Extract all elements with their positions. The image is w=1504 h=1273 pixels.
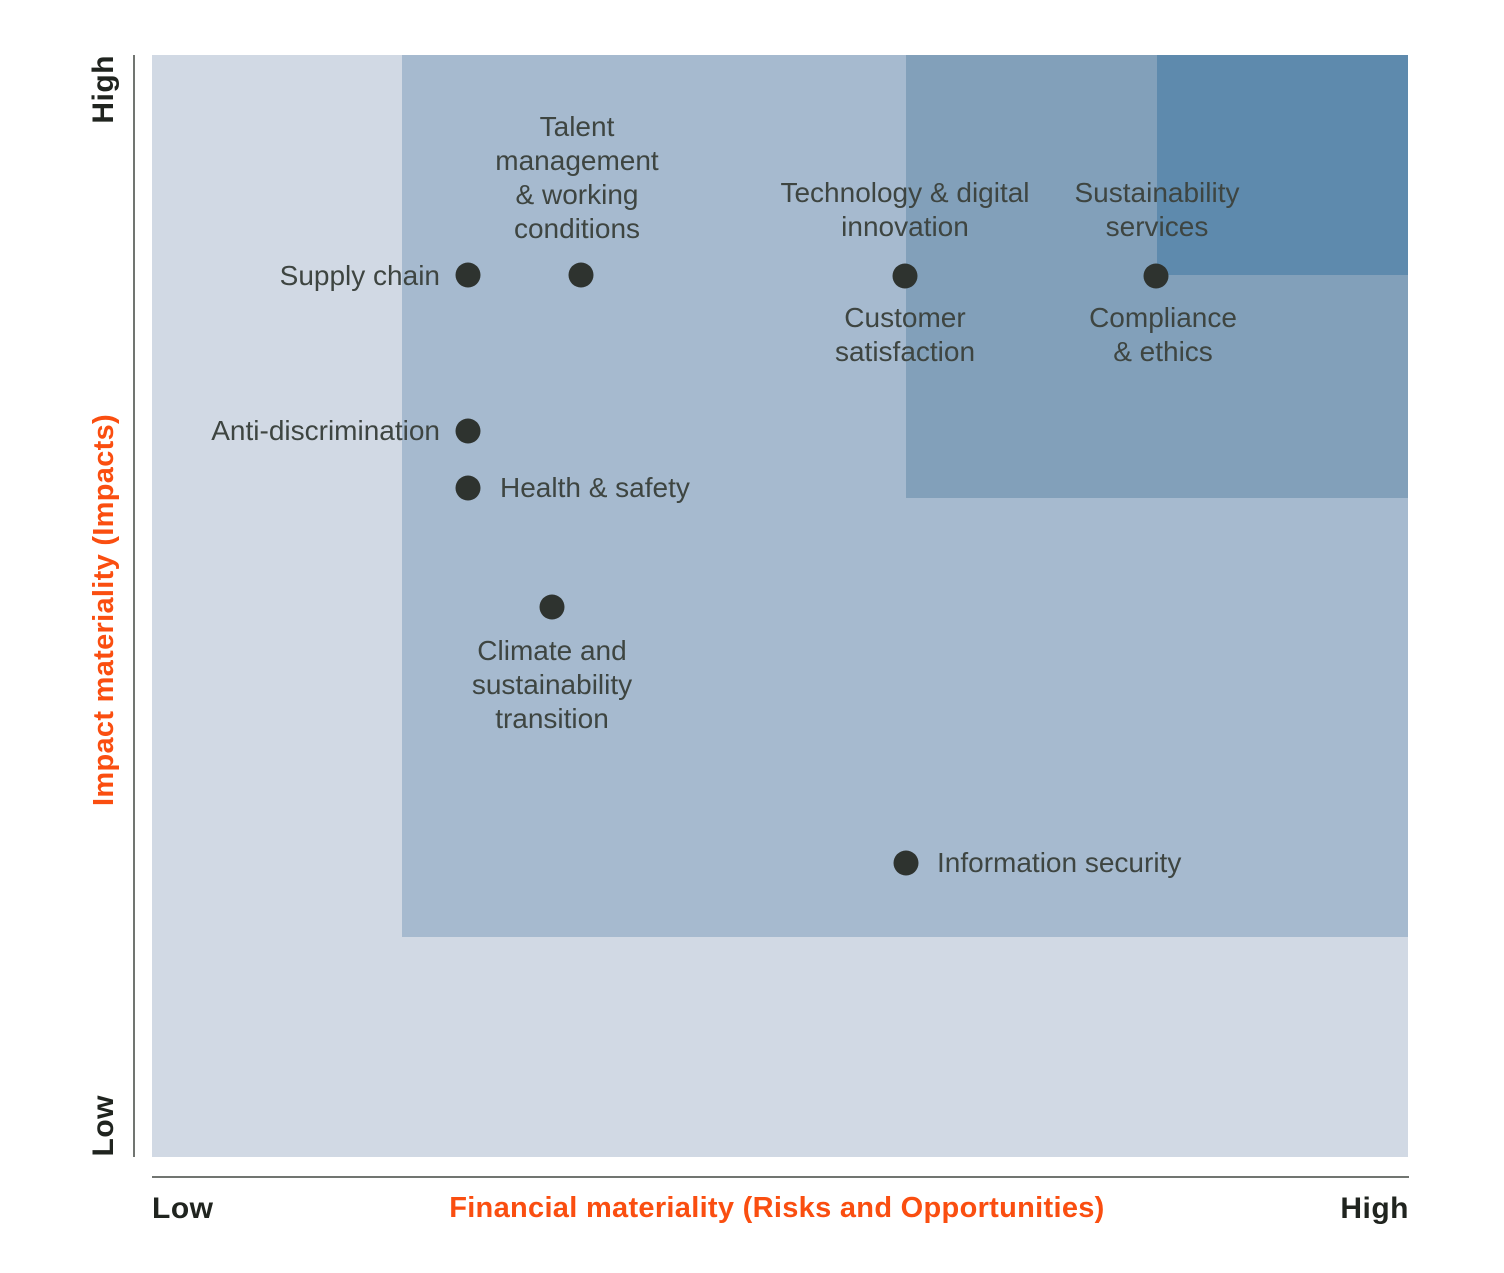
zone-highest [1157, 55, 1408, 275]
point-information-security [893, 850, 919, 876]
point-label-health-safety: Health & safety [500, 472, 690, 503]
y-axis-line [133, 55, 135, 1157]
x-axis: Low Financial materiality (Risks and Opp… [152, 1192, 1409, 1226]
point-label-compliance-ethics: Compliance & ethics [1089, 302, 1237, 367]
y-axis-tick-high: High [87, 55, 120, 124]
point-label-technology-digital-innovation: Technology & digital innovation [780, 177, 1030, 242]
point-label-climate-transition: Climate and sustainability transition [471, 635, 633, 734]
point-label-sustainability-services: Sustainability services [1074, 177, 1240, 242]
point-label-customer-satisfaction: Customer satisfaction [834, 302, 976, 367]
point-label-talent-management: Talent management & working conditions [495, 111, 659, 244]
point-health-safety [455, 475, 481, 501]
point-talent-management [568, 262, 594, 288]
y-axis: High Impact materiality (Impacts) Low [78, 55, 130, 1157]
point-technology-digital-innovation [892, 263, 918, 289]
point-anti-discrimination [455, 418, 481, 444]
point-sustainability-services [1143, 263, 1169, 289]
point-label-supply-chain: Supply chain [279, 260, 440, 291]
y-axis-tick-low: Low [87, 1095, 120, 1157]
point-supply-chain [455, 262, 481, 288]
point-label-information-security: Information security [937, 847, 1182, 878]
point-label-anti-discrimination: Anti-discrimination [211, 415, 440, 446]
x-axis-tick-low: Low [152, 1192, 214, 1225]
point-climate-transition [539, 594, 565, 620]
y-axis-title: Impact materiality (Impacts) [87, 413, 120, 806]
x-axis-line [152, 1176, 1409, 1178]
x-axis-tick-high: High [1340, 1192, 1409, 1225]
x-axis-title: Financial materiality (Risks and Opportu… [449, 1192, 1105, 1224]
